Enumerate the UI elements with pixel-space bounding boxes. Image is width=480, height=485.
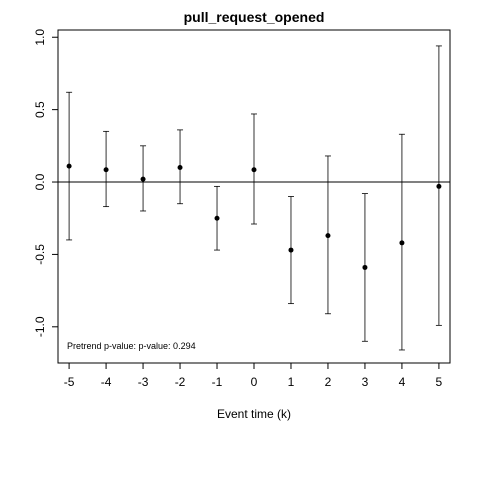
- y-tick-label-2: 0.0: [33, 173, 47, 190]
- x-tick-label-0: -5: [64, 375, 75, 389]
- point-estimate-1: [103, 167, 109, 173]
- y-tick-label-4: -1.0: [33, 316, 47, 337]
- x-tick-label-3: -2: [175, 375, 186, 389]
- pretrend-annotation: Pretrend p-value: p-value: 0.294: [67, 341, 196, 351]
- x-tick-label-4: -1: [212, 375, 223, 389]
- x-tick-label-9: 4: [399, 375, 406, 389]
- chart-title: pull_request_opened: [184, 9, 325, 25]
- y-tick-label-1: 0.5: [33, 101, 47, 118]
- x-tick-label-5: 0: [251, 375, 258, 389]
- y-tick-label-3: -0.5: [33, 244, 47, 265]
- point-estimate-3: [177, 165, 183, 171]
- point-estimate-10: [436, 183, 442, 189]
- point-estimate-9: [399, 240, 405, 246]
- x-tick-label-6: 1: [288, 375, 295, 389]
- point-estimate-0: [66, 163, 72, 169]
- x-tick-label-8: 3: [362, 375, 369, 389]
- x-axis-label: Event time (k): [217, 407, 291, 421]
- point-estimate-8: [362, 264, 368, 270]
- x-tick-label-10: 5: [436, 375, 443, 389]
- plot-layer: -5 -4 -3 -2 -1 0 1 2 3 4 5 1.0 0.5 0.0 -0.5 -1.0: [33, 29, 451, 389]
- y-tick-label-0: 1.0: [33, 29, 47, 46]
- point-estimate-5: [251, 167, 257, 173]
- x-tick-label-1: -4: [101, 375, 112, 389]
- x-tick-label-7: 2: [325, 375, 332, 389]
- point-estimate-4: [214, 215, 220, 221]
- x-tick-label-2: -3: [138, 375, 149, 389]
- point-estimate-2: [140, 176, 146, 182]
- point-estimate-7: [325, 233, 331, 239]
- point-estimate-6: [288, 247, 294, 253]
